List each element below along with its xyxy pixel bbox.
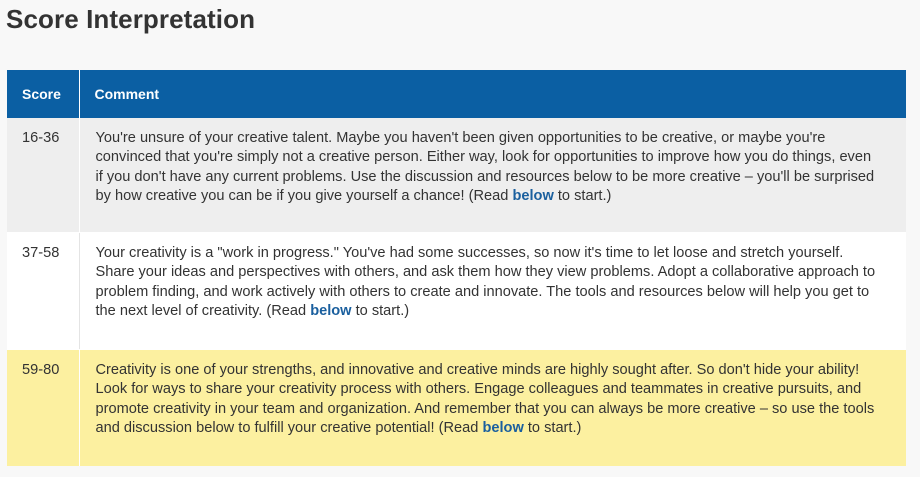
read-below-link[interactable]: below bbox=[310, 302, 352, 319]
score-range-cell: 16-36 bbox=[7, 118, 80, 233]
score-range-cell: 59-80 bbox=[7, 349, 80, 466]
score-column-header: Score bbox=[7, 70, 80, 118]
table-row-highlighted: 59-80 Creativity is one of your strength… bbox=[7, 349, 906, 466]
score-interpretation-table: Score Comment 16-36 You're unsure of you… bbox=[7, 70, 906, 466]
score-range-cell: 37-58 bbox=[7, 232, 80, 350]
comment-text: You're unsure of your creative talent. M… bbox=[95, 130, 875, 204]
comment-text-end: to start.) bbox=[351, 302, 410, 319]
comment-text-end: to start.) bbox=[523, 419, 582, 436]
read-below-link[interactable]: below bbox=[512, 187, 554, 204]
comment-text: Creativity is one of your strengths, and… bbox=[95, 362, 875, 436]
comment-cell: You're unsure of your creative talent. M… bbox=[79, 118, 906, 233]
table-row: 16-36 You're unsure of your creative tal… bbox=[7, 118, 906, 233]
comment-text: Your creativity is a "work in progress."… bbox=[95, 245, 876, 319]
table-header-row: Score Comment bbox=[7, 70, 906, 118]
comment-cell: Creativity is one of your strengths, and… bbox=[79, 349, 906, 466]
page-title: Score Interpretation bbox=[6, 4, 256, 34]
comment-cell: Your creativity is a "work in progress."… bbox=[79, 232, 906, 350]
read-below-link[interactable]: below bbox=[482, 419, 524, 436]
table-row: 37-58 Your creativity is a "work in prog… bbox=[7, 232, 906, 350]
comment-text-end: to start.) bbox=[553, 187, 612, 204]
comment-column-header: Comment bbox=[79, 70, 906, 118]
